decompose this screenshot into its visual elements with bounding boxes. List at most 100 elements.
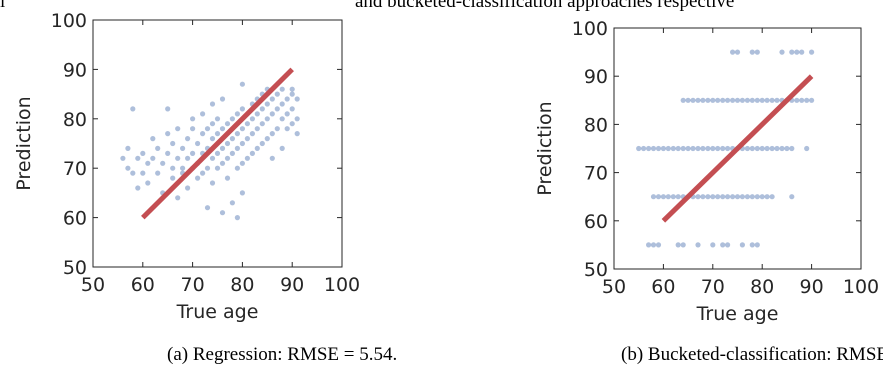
data-point xyxy=(219,126,226,132)
data-point xyxy=(249,150,255,156)
data-point xyxy=(190,126,196,132)
data-point xyxy=(294,96,300,102)
data-point xyxy=(140,170,146,176)
data-point xyxy=(675,194,681,200)
data-point xyxy=(209,136,216,142)
ideal-line xyxy=(141,67,294,220)
data-point xyxy=(190,150,196,156)
y-tick-label: 90 xyxy=(584,66,608,88)
data-point xyxy=(700,194,706,200)
data-point xyxy=(789,145,795,152)
data-point xyxy=(759,145,765,152)
data-point xyxy=(214,131,221,137)
data-point xyxy=(180,145,186,151)
data-point xyxy=(705,194,711,200)
data-point xyxy=(229,136,235,142)
data-point xyxy=(239,190,245,196)
data-point xyxy=(789,49,795,55)
data-point xyxy=(239,140,245,147)
data-point xyxy=(229,150,235,156)
data-point xyxy=(195,175,201,181)
data-point xyxy=(269,96,275,102)
data-point xyxy=(764,194,770,200)
data-point xyxy=(259,121,265,127)
data-point xyxy=(150,155,156,161)
x-tick-label: 90 xyxy=(800,276,824,298)
data-point xyxy=(700,145,706,152)
x-tick-label: 50 xyxy=(81,274,105,296)
data-point xyxy=(259,140,265,147)
data-point xyxy=(754,145,760,152)
data-point xyxy=(209,121,216,127)
data-point xyxy=(135,185,141,191)
data-point xyxy=(254,145,260,151)
data-point xyxy=(774,145,780,152)
data-point xyxy=(125,145,131,151)
y-axis-label: Prediction xyxy=(534,101,556,195)
x-tick-label: 100 xyxy=(324,274,360,296)
data-point xyxy=(695,97,701,103)
data-point xyxy=(175,126,181,132)
data-point xyxy=(195,140,201,147)
data-point xyxy=(219,96,226,102)
x-tick-label: 70 xyxy=(701,276,725,298)
y-tick-label: 50 xyxy=(63,257,87,279)
x-tick-label: 70 xyxy=(181,274,205,296)
data-point xyxy=(779,145,785,152)
data-point xyxy=(725,242,731,248)
data-point xyxy=(200,170,206,176)
plot-frame xyxy=(613,27,862,270)
data-point xyxy=(289,86,295,92)
data-point xyxy=(155,170,161,176)
data-point xyxy=(685,97,691,103)
data-point xyxy=(695,242,701,248)
data-point xyxy=(224,175,231,181)
data-point xyxy=(754,49,760,55)
x-tick-label: 50 xyxy=(602,276,626,298)
data-point xyxy=(685,145,691,152)
data-point xyxy=(641,145,647,152)
data-point xyxy=(224,140,231,147)
data-point xyxy=(185,136,191,142)
data-point xyxy=(725,194,731,200)
data-point xyxy=(695,194,701,200)
y-tick-label: 80 xyxy=(584,114,608,136)
data-point xyxy=(279,86,285,92)
data-point xyxy=(170,165,176,171)
data-point xyxy=(799,49,805,55)
data-point xyxy=(209,155,216,161)
data-point xyxy=(274,126,280,132)
y-tick-label: 70 xyxy=(584,163,608,185)
data-point xyxy=(680,145,686,152)
data-point xyxy=(279,101,285,107)
ideal-line xyxy=(661,74,814,223)
data-point xyxy=(239,126,245,132)
data-point xyxy=(140,150,146,156)
x-tick-label: 60 xyxy=(651,276,675,298)
data-point xyxy=(769,145,775,152)
y-axis-label: Prediction xyxy=(13,96,35,190)
x-axis-label: True age xyxy=(696,303,779,325)
data-point xyxy=(234,145,240,151)
data-point xyxy=(804,145,810,152)
data-point xyxy=(264,116,270,122)
data-point xyxy=(650,194,657,200)
data-point xyxy=(715,97,721,103)
data-point xyxy=(660,194,667,200)
data-point xyxy=(749,49,755,55)
data-point xyxy=(219,160,226,166)
data-point xyxy=(284,111,290,117)
data-point xyxy=(120,155,126,161)
data-point xyxy=(680,242,686,248)
data-point xyxy=(165,106,171,112)
data-point xyxy=(670,145,676,152)
header-text: and bucketed-classification approaches r… xyxy=(355,0,735,12)
data-point xyxy=(204,126,211,132)
data-point xyxy=(170,175,176,181)
data-point xyxy=(749,97,755,103)
data-point xyxy=(214,150,221,156)
plot-frame xyxy=(92,19,343,268)
data-point xyxy=(269,111,275,117)
data-point xyxy=(739,242,746,248)
